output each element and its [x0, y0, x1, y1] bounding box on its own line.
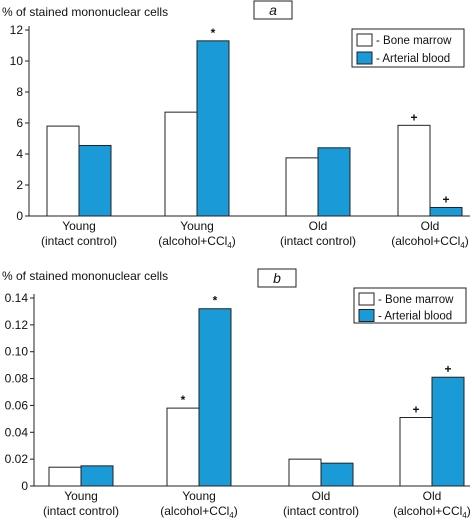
category-sublabel: (alcohol+CCl4) [158, 234, 235, 250]
bar [164, 111, 198, 217]
significance-marker: + [442, 192, 449, 206]
category-sublabel: (alcohol+CCl4) [391, 234, 468, 250]
category-label: Young [180, 219, 214, 233]
category-label: Old [423, 489, 442, 503]
chart-panel-b: % of stained mononuclear cells b 0 0.02 0.04… [2, 268, 471, 520]
y-tick-label: 0.06 [5, 398, 29, 412]
significance-marker: + [444, 362, 451, 376]
y-axis-label: % of stained mononuclear cells [2, 5, 168, 19]
y-tick-label: 0.10 [5, 345, 29, 359]
legend-label: - Bone marrow [376, 35, 452, 47]
bar [78, 144, 112, 217]
significance-marker: * [213, 294, 218, 308]
y-tick-label: 10 [10, 54, 24, 68]
legend: - Bone marrow - Arterial blood [353, 287, 467, 324]
bar [317, 147, 351, 217]
category-sublabel: (alcohol+CCl4) [393, 504, 470, 520]
bar [288, 458, 322, 487]
legend-label: - Bone marrow [378, 294, 454, 306]
legend-swatch [356, 51, 373, 65]
category-label: Young [64, 489, 98, 503]
bar [285, 157, 319, 217]
y-tick-label: 2 [16, 178, 23, 192]
bar [397, 124, 431, 217]
category-label: Young [182, 489, 216, 503]
bar [198, 308, 232, 487]
legend-swatch [358, 309, 375, 322]
significance-marker: * [211, 26, 216, 40]
bar [431, 376, 465, 487]
bar [320, 462, 354, 487]
legend-swatch [356, 33, 373, 47]
bar [48, 466, 82, 487]
bar [166, 407, 200, 487]
category-label: Old [312, 489, 331, 503]
category-sublabel: (intact control) [283, 504, 359, 518]
significance-marker: + [410, 110, 417, 124]
significance-marker: * [181, 393, 186, 407]
legend-label: - Arterial blood [376, 53, 450, 65]
y-tick-label: 0 [16, 209, 23, 223]
y-tick-label: 4 [16, 147, 23, 161]
y-tick-label: 12 [10, 23, 24, 37]
panel-label-box [257, 268, 297, 288]
y-tick-label: 6 [16, 116, 23, 130]
panel-label: a [269, 2, 277, 18]
category-sublabel: (intact control) [41, 234, 117, 248]
category-sublabel: (intact control) [43, 504, 119, 518]
legend-label: - Arterial blood [378, 311, 452, 323]
bar [399, 417, 433, 487]
y-axis-label: % of stained mononuclear cells [2, 269, 168, 283]
bar [80, 465, 114, 487]
y-tick-label: 0.12 [5, 318, 29, 332]
y-tick-label: 0.14 [5, 291, 29, 305]
panel-label-box [253, 0, 293, 20]
y-tick-label: 0.02 [5, 452, 29, 466]
significance-marker: + [412, 403, 419, 417]
category-sublabel: (alcohol+CCl4) [160, 504, 237, 520]
bar [429, 206, 463, 217]
y-tick-label: 0.04 [5, 425, 29, 439]
chart-panel-a: % of stained mononuclear cells a 0 2 4 6 8 10 12… [2, 0, 470, 250]
category-label: Old [421, 219, 440, 233]
category-label: Old [309, 219, 328, 233]
legend: - Bone marrow - Arterial blood [351, 28, 465, 68]
bar [46, 125, 80, 217]
panel-label: b [273, 270, 281, 286]
y-tick-label: 8 [16, 85, 23, 99]
y-tick-label: 0 [21, 479, 28, 493]
category-sublabel: (intact control) [280, 234, 356, 248]
y-tick-label: 0.08 [5, 372, 29, 386]
category-label: Young [62, 219, 96, 233]
bar [196, 40, 230, 217]
legend-swatch [358, 292, 375, 306]
